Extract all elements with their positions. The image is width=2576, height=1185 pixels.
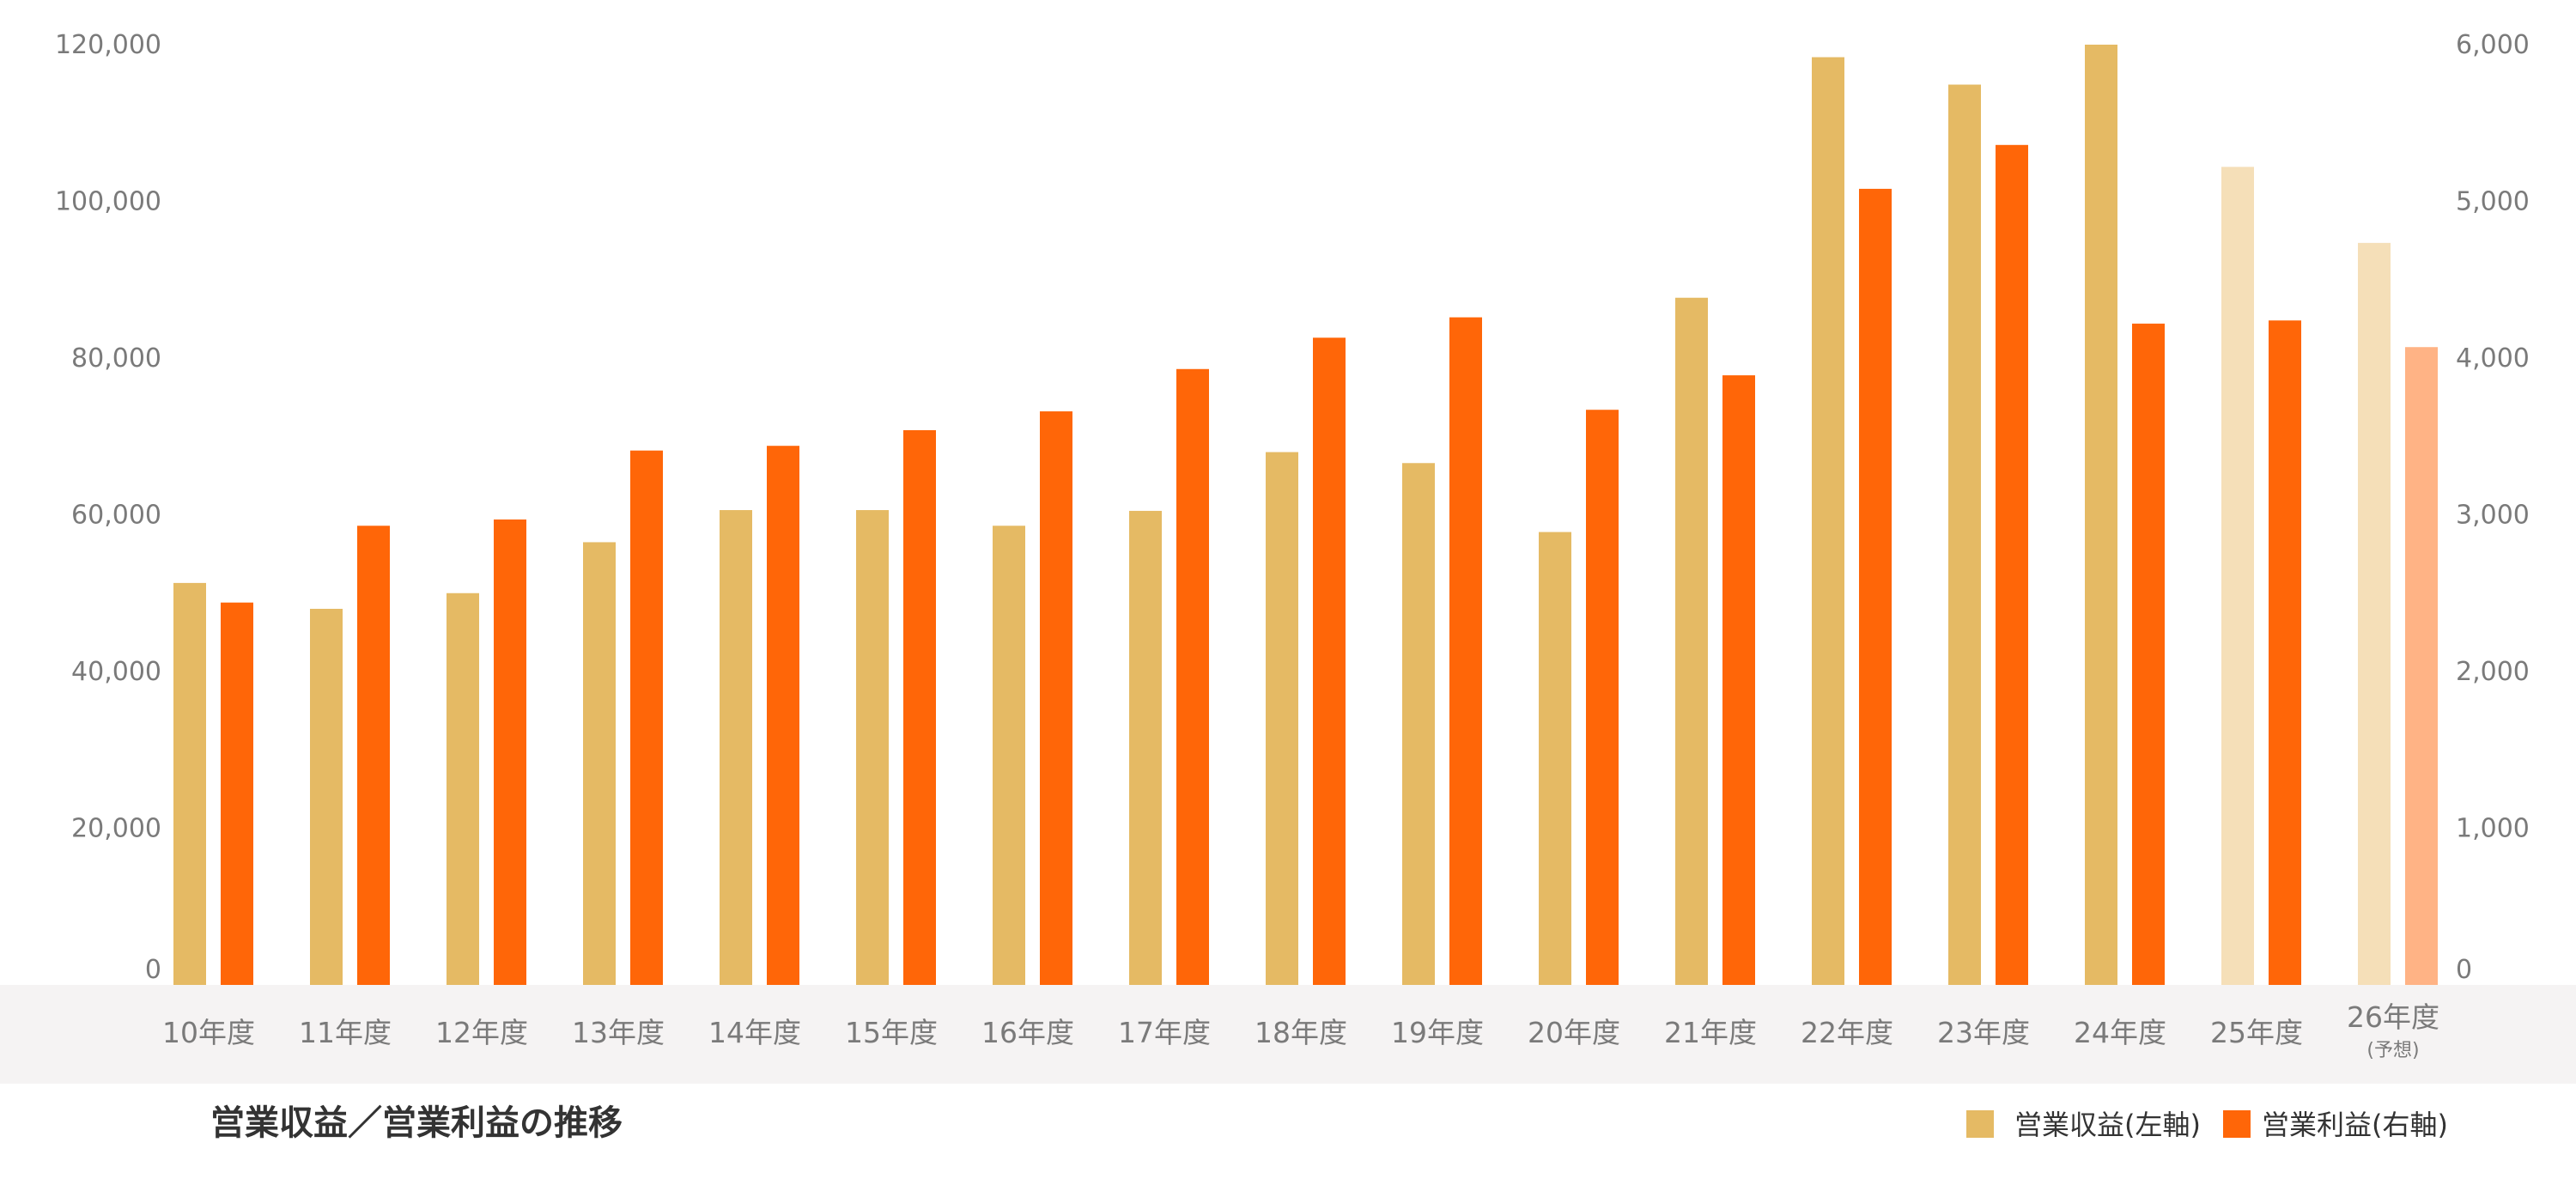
revenue-bar-12 [1812,57,1844,986]
category-label-12: 22年度 [1801,1016,1893,1049]
bars [173,45,2438,986]
category-label-16: 26年度 [2347,1000,2439,1034]
profit-bar-5 [903,429,936,985]
category-label-9: 19年度 [1391,1016,1484,1049]
revenue-bar-6 [993,526,1025,985]
right-tick-label-2: 2,000 [2456,657,2530,687]
left-tick-label-3: 60,000 [71,501,161,531]
profit-bar-13 [1996,144,2028,986]
legend-label-profit: 営業利益(右軸) [2262,1109,2448,1141]
profit-bar-16 [2405,347,2438,986]
category-label-13: 23年度 [1937,1016,2030,1049]
profit-bar-8 [1313,337,1346,985]
profit-bar-2 [494,519,526,985]
right-tick-label-0: 0 [2456,955,2472,985]
revenue-bar-15 [2221,167,2254,986]
legend-label-revenue: 営業収益(左軸) [2014,1109,2201,1141]
profit-bar-15 [2269,320,2301,985]
category-label-11: 21年度 [1664,1016,1757,1049]
left-tick-label-2: 40,000 [71,657,161,687]
revenue-bar-14 [2085,45,2117,985]
category-label-2: 12年度 [435,1016,528,1049]
profit-bar-7 [1176,368,1209,985]
profit-bar-6 [1040,411,1072,985]
revenue-bar-8 [1266,452,1298,985]
right-axis: 0 1,000 2,000 3,000 4,000 5,000 6,000 [2456,30,2530,985]
revenue-bar-9 [1402,463,1435,985]
category-label-15: 25年度 [2210,1016,2303,1049]
revenue-bar-5 [856,510,889,985]
profit-bar-12 [1859,188,1892,985]
right-tick-label-4: 4,000 [2456,343,2530,374]
profit-bar-9 [1449,317,1482,985]
revenue-bar-4 [720,510,752,985]
left-tick-label-5: 100,000 [55,187,161,217]
category-label-0: 10年度 [162,1016,255,1049]
revenue-bar-16 [2358,242,2391,985]
profit-bar-4 [767,446,799,985]
revenue-bar-7 [1129,510,1162,985]
profit-bar-3 [630,450,663,985]
category-label-1: 11年度 [299,1016,392,1049]
left-tick-label-6: 120,000 [55,30,161,60]
x-axis: 10年度 11年度 12年度 13年度 14年度 15年度 16年度 17年度 18年度 19年度… [162,1000,2439,1061]
profit-bar-10 [1586,410,1619,986]
revenue-bar-1 [310,609,343,985]
chart-title: 営業収益／営業利益の推移 [210,1103,623,1143]
x-axis-band [0,985,2576,1084]
profit-bar-14 [2132,323,2165,986]
legend-swatch-profit [2223,1110,2251,1138]
right-tick-label-3: 3,000 [2456,501,2530,531]
revenue-bar-3 [583,542,616,985]
category-label-7: 17年度 [1118,1016,1211,1049]
left-tick-label-4: 80,000 [71,343,161,374]
profit-bar-0 [221,602,253,985]
profit-bar-11 [1722,375,1755,985]
revenue-bar-10 [1539,532,1571,985]
category-label-3: 13年度 [572,1016,665,1049]
category-label-6: 16年度 [981,1016,1074,1049]
revenue-bar-0 [173,582,206,985]
legend-swatch-revenue [1966,1110,1994,1138]
right-tick-label-1: 1,000 [2456,814,2530,844]
category-label-10: 20年度 [1528,1016,1620,1049]
revenue-bar-2 [447,592,479,985]
profit-bar-1 [357,526,390,985]
revenue-bar-13 [1948,84,1981,986]
left-tick-label-1: 20,000 [71,814,161,844]
category-label-14: 24年度 [2074,1016,2166,1049]
category-note-16: (予想) [2366,1040,2419,1061]
legend: 営業収益(左軸) 営業利益(右軸) [1966,1109,2448,1141]
left-tick-label-0: 0 [145,955,161,985]
revenue-bar-11 [1675,297,1708,985]
category-label-8: 18年度 [1255,1016,1347,1049]
right-tick-label-5: 5,000 [2456,187,2530,217]
left-axis: 0 20,000 40,000 60,000 80,000 100,000 120,000 [55,30,161,985]
right-tick-label-6: 6,000 [2456,30,2530,60]
category-label-4: 14年度 [708,1016,801,1049]
category-label-5: 15年度 [845,1016,938,1049]
